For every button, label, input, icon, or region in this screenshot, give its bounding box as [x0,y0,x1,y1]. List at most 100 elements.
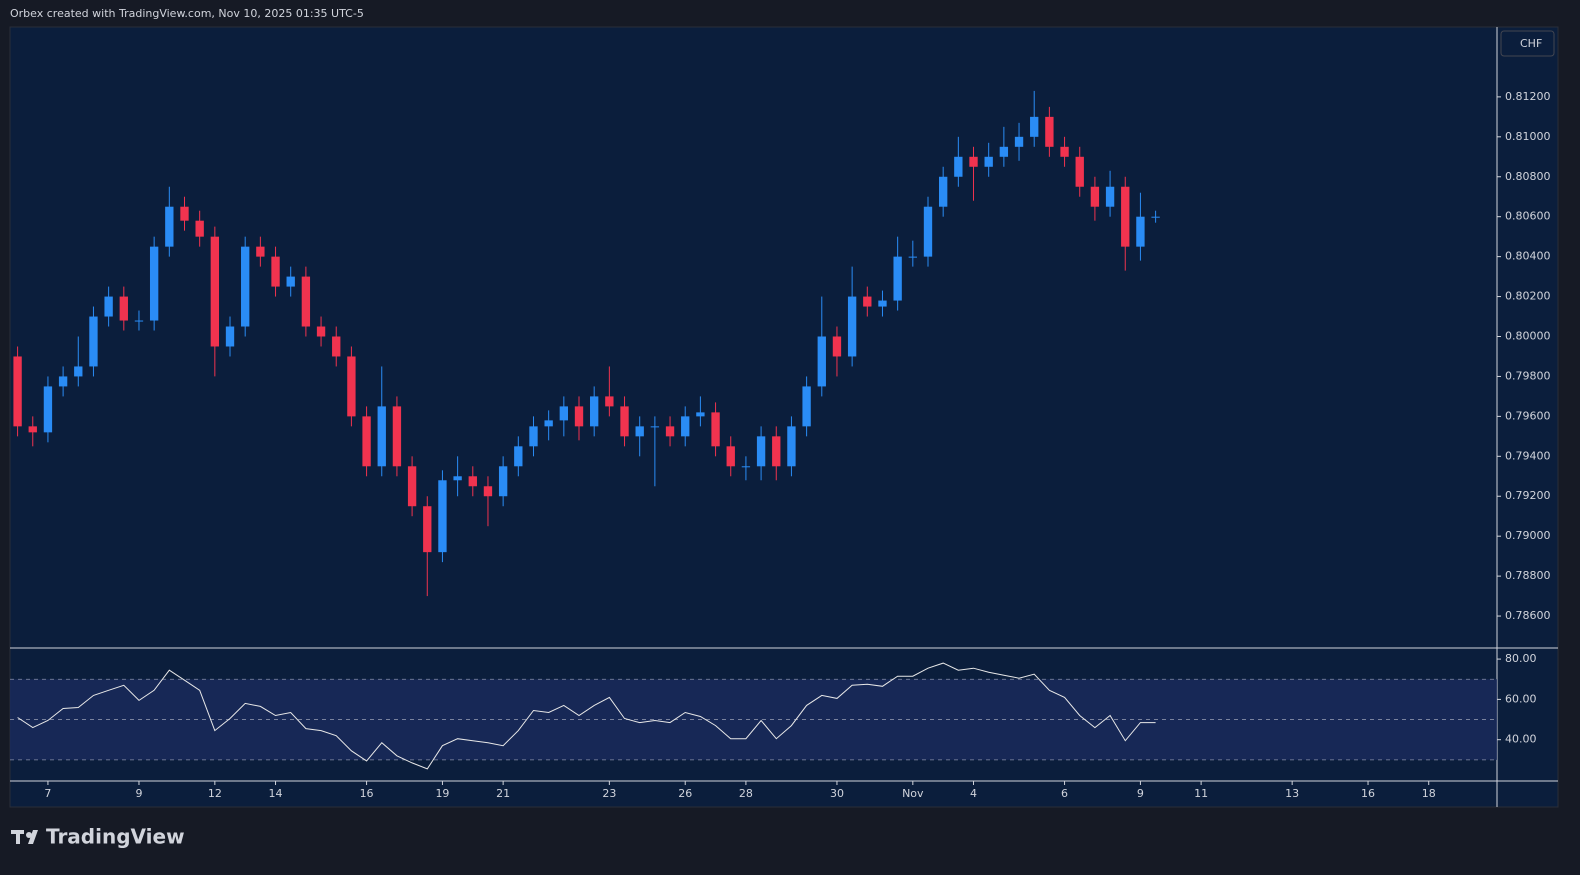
candle-body [574,406,584,427]
candle-body [1105,186,1115,207]
y-tick-label: 0.78800 [1505,569,1551,582]
candle-body [362,416,371,467]
x-tick-label: 21 [496,787,510,800]
y-tick-label: 0.78600 [1505,609,1551,622]
candle-body [984,156,993,167]
candle-body [165,206,174,247]
y-tick-label: 0.80600 [1505,210,1551,223]
candle-body [559,406,569,421]
candle-body [878,300,887,307]
y-tick-label: 80.00 [1505,652,1537,665]
candle-body [635,426,644,437]
y-tick-label: 0.80400 [1505,250,1551,263]
candle-body [28,426,37,433]
candle-body [590,396,599,427]
candle-body [347,356,356,417]
candle-body [498,466,508,497]
y-tick-label: 0.79000 [1505,529,1551,542]
candle-body [74,366,83,377]
candle-body [316,326,326,337]
candle-body [711,412,720,447]
candle-body [377,406,386,467]
candle-body [665,426,675,437]
y-tick-label: 0.81200 [1505,90,1551,103]
y-tick-label: 40.00 [1505,733,1537,746]
candle-body [999,146,1009,157]
candle-body [119,296,128,321]
candle-body [271,256,280,287]
chart-area [9,26,1559,808]
y-tick-label: 0.79800 [1505,369,1551,382]
candle-body [938,176,948,207]
x-tick-label: 9 [135,787,142,800]
x-tick-label: 9 [1137,787,1144,800]
candle-body [893,256,902,301]
y-tick-label: 0.80200 [1505,290,1551,303]
candle-body [483,486,493,497]
currency[interactable]: CHF [1520,37,1542,50]
candle-body [210,236,220,347]
candle-body [1121,186,1130,247]
candle-body [301,276,311,327]
x-tick-label: 6 [1061,787,1068,800]
candle-body [529,426,538,447]
candle-body [149,246,159,321]
candle-body [514,446,523,467]
candle-body [468,476,477,487]
candle-body [696,412,705,417]
logo-mark [11,830,38,844]
x-tick-label: 28 [739,787,753,800]
candle-body [681,416,690,437]
candle-body [817,336,826,387]
candle-body [453,476,462,481]
rsi-line [17,662,1156,770]
candle-body [1136,216,1145,247]
candle-body [802,386,811,427]
y-tick-label: 0.80000 [1505,330,1551,343]
candle-body [407,466,417,507]
candle-body [847,296,857,357]
candle-body [180,206,189,221]
candle-body [438,480,447,553]
candle-body [225,326,235,347]
candle-body [756,436,766,467]
candle-body [1090,186,1100,207]
candle-body [1014,136,1024,147]
y-tick-label: 0.80800 [1505,170,1551,183]
x-tick-label: 18 [1422,787,1436,800]
currency-button[interactable] [1500,30,1555,57]
candle-body [104,296,113,317]
x-tick-label: 16 [360,787,374,800]
candle-body [726,446,735,467]
x-tick-label: 11 [1194,787,1208,800]
x-tick-label: 12 [208,787,222,800]
logo: TradingView [46,825,185,849]
candle-body [286,276,295,287]
y-tick-label: 0.79200 [1505,489,1551,502]
candle-body [423,506,432,553]
y-tick-label: 0.79600 [1505,409,1551,422]
candle-body [1075,156,1084,187]
x-tick-label: 30 [830,787,844,800]
candle-body [741,466,751,468]
x-tick-label: 16 [1361,787,1375,800]
header: Orbex created with TradingView.com, Nov … [10,7,364,20]
y-tick-label: 60.00 [1505,692,1537,705]
x-tick-label: Nov [902,787,924,800]
y-tick-label: 0.79400 [1505,449,1551,462]
candle-body [908,256,917,258]
candle-body [620,406,629,437]
candle-body [256,246,265,257]
x-tick-label: 13 [1285,787,1299,800]
candle-body [1030,116,1039,137]
candle-body [1151,216,1160,218]
candle-body [772,436,781,467]
x-tick-label: 7 [44,787,51,800]
candle-body [134,320,144,322]
candle-body [195,220,204,237]
candle-body [89,316,98,367]
x-tick-label: 26 [678,787,692,800]
x-tick-label: 23 [602,787,616,800]
